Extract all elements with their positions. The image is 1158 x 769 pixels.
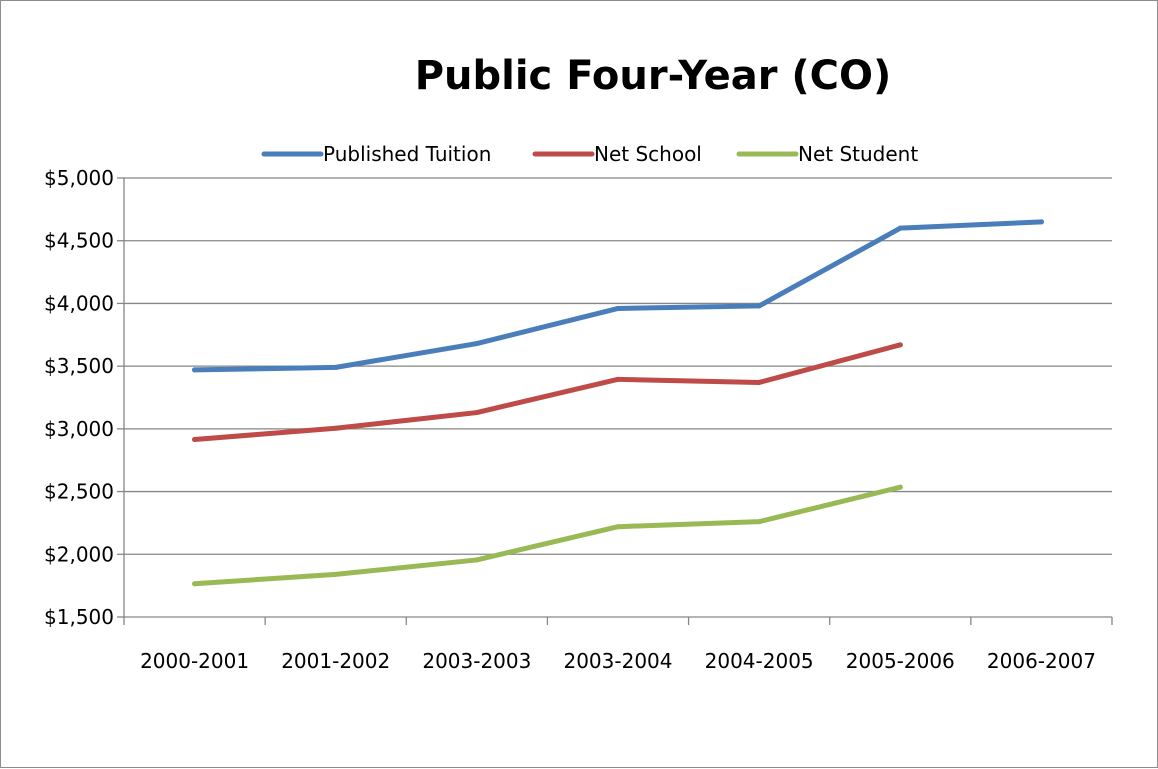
series-line-published-tuition (192, 219, 1044, 373)
data-point (192, 367, 198, 373)
legend: Published Tuition Net School Net Student (261, 142, 918, 166)
x-tick-label: 2004-2005 (705, 649, 814, 673)
data-point (897, 484, 903, 490)
data-point (474, 557, 480, 563)
y-axis-tick-labels: $1,500 $2,000 $2,500 $3,000 $3,500 $4,000 $4,5… (44, 166, 114, 629)
x-tick-label: 2005-2006 (846, 649, 955, 673)
data-point (474, 410, 480, 416)
gridlines (117, 177, 1112, 618)
data-point (474, 341, 480, 347)
x-tick-label: 2003-2004 (563, 649, 672, 673)
data-point (333, 425, 339, 431)
data-point (333, 571, 339, 577)
data-point (756, 379, 762, 385)
series-line-net-student (192, 484, 903, 587)
y-tick-label: $5,000 (44, 166, 114, 190)
y-tick-label: $3,000 (44, 417, 114, 441)
data-point (756, 303, 762, 309)
y-tick-label: $3,500 (44, 354, 114, 378)
legend-label: Net School (594, 142, 702, 166)
y-tick-label: $4,500 (44, 229, 114, 253)
legend-label: Net Student (798, 142, 918, 166)
data-point (615, 376, 621, 382)
chart-title: Public Four-Year (CO) (415, 53, 892, 99)
data-point (192, 437, 198, 443)
y-tick-label: $1,500 (44, 605, 114, 629)
x-tick-label: 2003-2003 (422, 649, 531, 673)
y-tick-label: $4,000 (44, 291, 114, 315)
data-point (897, 225, 903, 231)
axes (123, 178, 1113, 625)
data-point (192, 581, 198, 587)
data-point (756, 519, 762, 525)
data-point (615, 305, 621, 311)
legend-label: Published Tuition (323, 142, 491, 166)
series-lines (192, 219, 1044, 587)
data-point (1038, 219, 1044, 225)
y-tick-label: $2,500 (44, 480, 114, 504)
y-tick-label: $2,000 (44, 542, 114, 566)
series-line-net-school (192, 342, 903, 443)
x-tick-label: 2006-2007 (987, 649, 1096, 673)
x-tick-label: 2000-2001 (140, 649, 249, 673)
data-point (333, 364, 339, 370)
x-axis-tick-labels: 2000-2001 2001-2002 2003-2003 2003-2004 2004… (140, 649, 1096, 673)
data-point (615, 524, 621, 530)
data-point (897, 342, 903, 348)
x-tick-label: 2001-2002 (281, 649, 390, 673)
